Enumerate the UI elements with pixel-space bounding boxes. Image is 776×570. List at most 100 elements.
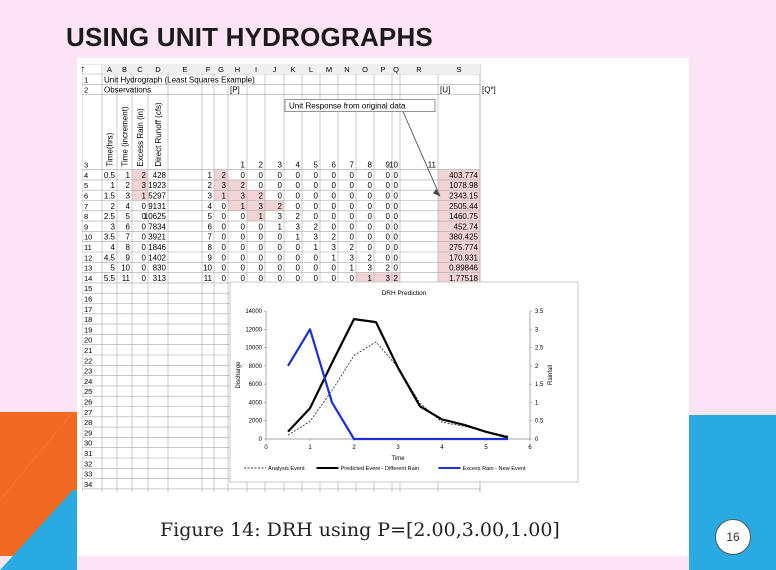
cyan-decoration: [0, 490, 77, 570]
matrix-cell: 0: [314, 264, 319, 273]
u-value-cell: 1078.98: [449, 181, 478, 190]
observation-cell: 0: [142, 202, 147, 211]
y2-tick-label: 2.5: [535, 346, 544, 352]
matrix-cell: 0: [259, 274, 264, 283]
matrix-cell: 0: [222, 243, 227, 252]
column-header: H: [235, 65, 240, 74]
matrix-cell: 0: [386, 253, 391, 262]
observation-cell: 10625: [144, 212, 167, 221]
observation-cell: 313: [153, 274, 167, 283]
row-number: 5: [84, 181, 88, 190]
observation-cell: 3: [126, 192, 131, 201]
matrix-cell: 0: [278, 264, 283, 273]
row-number: 1: [84, 75, 88, 84]
row-number: 31: [84, 449, 92, 458]
chart-title: DRH Prediction: [382, 290, 427, 297]
matrix-cell: 1: [332, 253, 337, 262]
matrix-cell: 0: [368, 233, 373, 242]
highlight-cell: [132, 190, 148, 201]
matrix-cell: 0: [368, 243, 373, 252]
observation-cell: 9131: [148, 202, 166, 211]
matrix-cell: 0: [368, 222, 373, 231]
matrix-cell: 0: [222, 253, 227, 262]
matrix-cell: 1: [368, 274, 373, 283]
column-header: O: [362, 65, 368, 74]
matrix-cell: 0: [386, 171, 391, 180]
y-tick-label: 8000: [249, 364, 263, 370]
matrix-col-label: 9: [386, 161, 391, 170]
matrix-cell: 0: [368, 202, 373, 211]
row-number: 8: [84, 212, 88, 221]
observation-cell: 5.5: [104, 274, 116, 283]
y2-axis-label: Rainfall: [548, 365, 554, 385]
matrix-col-label: 11: [428, 161, 437, 170]
column-header: J: [273, 65, 277, 74]
row-number: 27: [84, 408, 92, 417]
matrix-cell: 2: [241, 181, 246, 190]
y-tick-label: 0: [259, 437, 263, 443]
row-number: 11: [84, 243, 92, 252]
highlight-cell: [228, 200, 247, 211]
matrix-cell: 0: [222, 222, 227, 231]
matrix-cell: 0: [350, 171, 355, 180]
highlight-cell: [247, 200, 265, 211]
callout-arrowhead: [433, 189, 440, 197]
row-number: 13: [84, 264, 92, 273]
observation-cell: 4: [126, 202, 131, 211]
matrix-cell: 3: [350, 253, 355, 262]
highlight-cell: [438, 231, 480, 242]
cyan-decoration: [689, 415, 776, 570]
u-label: [U]: [440, 86, 450, 95]
matrix-cell: 0: [259, 181, 264, 190]
matrix-cell: 0: [278, 274, 283, 283]
y2-tick-label: 2: [535, 364, 539, 370]
matrix-cell: 2: [278, 202, 283, 211]
y2-tick-label: 0.5: [535, 419, 544, 425]
matrix-cell: 0: [386, 243, 391, 252]
row-number: 9: [84, 222, 88, 231]
matrix-col-label: 5: [314, 161, 319, 170]
row-number: 32: [84, 459, 92, 468]
row-number: 14: [84, 274, 92, 283]
matrix-cell: 0: [259, 171, 264, 180]
matrix-cell: 0: [241, 212, 246, 221]
excess-rain-new-event-line: [287, 328, 508, 441]
matrix-cell: 1: [350, 264, 355, 273]
matrix-cell: 2: [259, 192, 264, 201]
x-tick-label: 6: [528, 445, 532, 451]
u-value-cell: 0.89846: [449, 264, 478, 273]
observation-cell: 0: [142, 253, 147, 262]
highlight-cell: [438, 272, 480, 283]
highlight-cell: [438, 252, 480, 263]
matrix-cell: 3: [259, 202, 264, 211]
matrix-cell: 2: [314, 222, 319, 231]
highlight-cell: [438, 200, 480, 211]
observation-cell: 830: [153, 264, 167, 273]
matrix-cell: 1: [314, 243, 319, 252]
matrix-cell: 0: [296, 171, 301, 180]
matrix-cell: 0: [332, 222, 337, 231]
row-number: 19: [84, 325, 92, 334]
matrix-cell: 0: [241, 243, 246, 252]
matrix-cell: 2: [222, 171, 227, 180]
matrix-cell: 0: [394, 222, 399, 231]
matrix-cell: 0: [332, 192, 337, 201]
matrix-cell: 0: [241, 253, 246, 262]
row-number: 3: [84, 161, 88, 170]
matrix-cell: 0: [241, 222, 246, 231]
observation-cell: 0: [142, 212, 147, 221]
observation-cell: 11: [122, 274, 131, 283]
matrix-cell: 0: [296, 181, 301, 190]
matrix-cell: 4: [208, 202, 213, 211]
y-tick-label: 10000: [245, 346, 262, 352]
matrix-cell: 0: [314, 253, 319, 262]
column-header: E: [182, 65, 187, 74]
column-title: Direct Runoff (cfs): [154, 102, 163, 167]
column-title: Time(hrs): [106, 132, 115, 166]
y2-tick-label: 1.5: [535, 382, 544, 388]
matrix-cell: 0: [222, 202, 227, 211]
matrix-cell: 1: [259, 212, 264, 221]
observation-cell: 5297: [148, 192, 166, 201]
matrix-cell: 3: [208, 192, 213, 201]
